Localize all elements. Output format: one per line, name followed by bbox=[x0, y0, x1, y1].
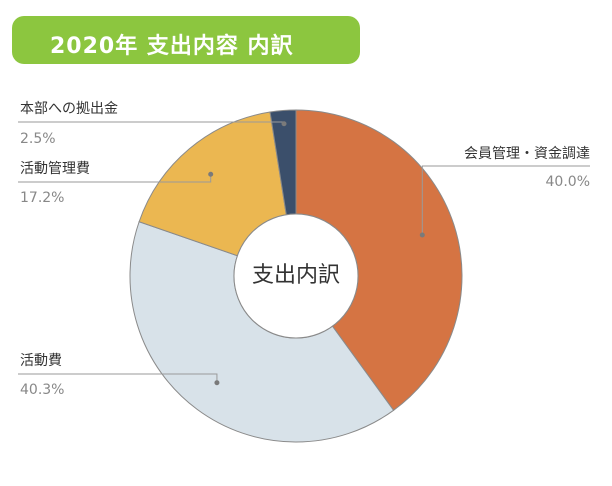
title-banner: 2020年 支出内容 内訳 bbox=[12, 16, 360, 64]
slice-labels: 会員管理・資金調達 40.0% 活動費 40.3% 活動管理費 17.2% 本部への拠出金 2… bbox=[20, 101, 590, 398]
slice-percent-label-3: 2.5% bbox=[20, 131, 56, 147]
donut-slices bbox=[129, 109, 463, 443]
leader-dot-0 bbox=[419, 232, 425, 238]
leader-dot-3 bbox=[281, 121, 287, 127]
leader-dot-2 bbox=[208, 171, 214, 177]
slice-percent-label-1: 40.3% bbox=[20, 382, 64, 398]
leader-lines bbox=[18, 121, 590, 386]
donut-hole bbox=[233, 213, 359, 339]
slice-name-label-2: 活動管理費 bbox=[20, 161, 90, 177]
slice-percent-label-2: 17.2% bbox=[20, 190, 64, 206]
leader-dot-1 bbox=[214, 380, 220, 386]
donut-center-label: 支出内訳 bbox=[252, 263, 340, 288]
leader-line-1 bbox=[18, 373, 218, 383]
slice-name-label-0: 会員管理・資金調達 bbox=[464, 146, 590, 162]
chart-title: 2020年 支出内容 内訳 bbox=[50, 34, 294, 59]
slice-name-label-1: 活動費 bbox=[20, 353, 62, 369]
slice-name-label-3: 本部への拠出金 bbox=[20, 101, 118, 117]
leader-line-0 bbox=[421, 165, 590, 235]
leader-line-2 bbox=[18, 174, 212, 183]
slice-percent-label-0: 40.0% bbox=[546, 174, 590, 190]
